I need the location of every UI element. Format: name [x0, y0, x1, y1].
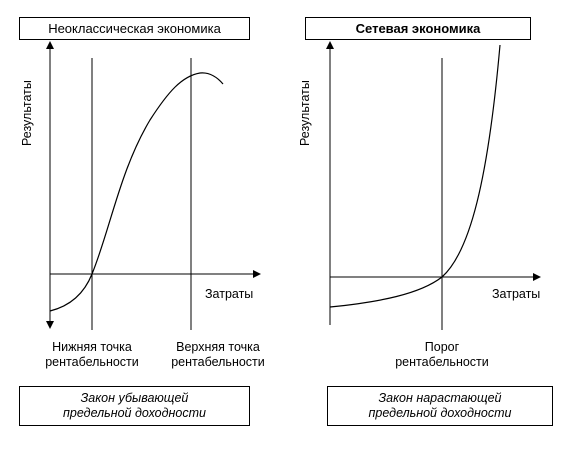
right-law-line2: предельной доходности [368, 406, 512, 420]
left-upper-point-label-line1: Верхняя точка [176, 340, 260, 354]
left-law-line2: предельной доходности [63, 406, 206, 420]
right-threshold-label-line2: рентабельности [395, 355, 489, 369]
left-lower-point-label-line2: рентабельности [45, 355, 139, 369]
right-law-line1: Закон нарастающей [378, 391, 502, 405]
left-x-axis-label: Затраты [205, 287, 254, 301]
left-lower-point-label: Нижняя точка рентабельности [32, 340, 152, 370]
right-threshold-label: Порог рентабельности [382, 340, 502, 370]
right-panel-title: Сетевая экономика [305, 17, 531, 40]
left-law-box: Закон убывающей предельной доходности [19, 386, 250, 426]
left-panel-title: Неоклассическая экономика [19, 17, 250, 40]
left-upper-point-label: Верхняя точка рентабельности [158, 340, 278, 370]
left-law-line1: Закон убывающей [80, 391, 189, 405]
left-upper-point-label-line2: рентабельности [171, 355, 265, 369]
right-law-box: Закон нарастающей предельной доходности [327, 386, 553, 426]
right-threshold-label-line1: Порог [424, 340, 460, 354]
left-lower-point-label-line1: Нижняя точка [52, 340, 132, 354]
left-y-axis-label: Результаты [20, 80, 34, 146]
right-exponential-curve [329, 44, 501, 308]
right-y-axis-label: Результаты [298, 80, 312, 146]
left-s-curve [49, 72, 224, 312]
right-x-axis-label: Затраты [492, 287, 541, 301]
